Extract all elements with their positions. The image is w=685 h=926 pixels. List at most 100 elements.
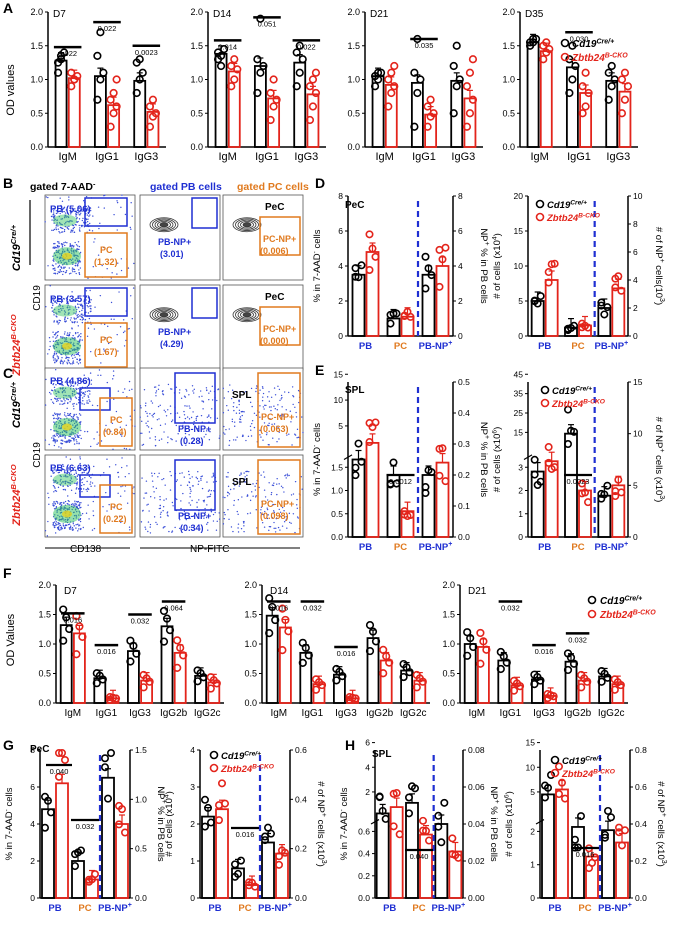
data-point-ctrl <box>571 61 580 71</box>
flow-event <box>185 518 187 521</box>
flow-event <box>52 217 55 219</box>
flow-event <box>78 245 81 248</box>
flow-event <box>77 353 79 356</box>
flow-event <box>89 301 91 303</box>
flow-event <box>54 218 56 221</box>
flow-event <box>75 477 77 479</box>
flow-event <box>53 526 56 529</box>
flow-event <box>79 520 82 523</box>
category-label: PB <box>359 341 372 352</box>
data-point-cko <box>317 680 327 690</box>
data-point-cko <box>145 677 154 686</box>
flow-event <box>188 526 191 528</box>
panel-letter-g: G <box>3 737 14 753</box>
flow-event <box>77 530 79 532</box>
flow-event <box>58 380 60 382</box>
flow-event <box>218 437 221 439</box>
flow-event <box>78 229 81 231</box>
flow-event <box>202 401 205 403</box>
flow-event <box>265 404 267 407</box>
flow-event <box>292 513 295 515</box>
legend-cko: Zbtb24B-CKO <box>220 764 275 775</box>
flow-event <box>68 441 71 443</box>
flow-event <box>292 403 294 406</box>
flow-event <box>94 485 96 487</box>
flow-event <box>196 415 199 417</box>
flow-event <box>240 528 243 530</box>
data-point-cko <box>365 265 374 274</box>
flow-event <box>66 472 68 475</box>
flow-event <box>72 437 74 440</box>
flow-event <box>60 309 63 311</box>
gate-label-pb-np: PB-NP+ <box>158 237 191 247</box>
flow-event <box>127 267 130 269</box>
data-point-ctrl <box>159 637 169 646</box>
data-point-ctrl <box>304 651 313 660</box>
flow-event <box>237 531 240 533</box>
flow-event <box>183 442 186 444</box>
flow-event <box>70 220 72 222</box>
data-point-cko <box>266 88 275 98</box>
flow-event <box>55 469 58 471</box>
y-tick-label: 2.0 <box>38 580 51 590</box>
p-value-label: 0.022 <box>297 42 316 51</box>
flow-event <box>77 316 80 318</box>
data-point-cko <box>577 489 586 498</box>
data-point-cko <box>554 790 563 799</box>
flow-event <box>88 518 90 520</box>
flow-event <box>63 310 66 312</box>
flow-event <box>70 383 72 385</box>
flow-event <box>74 299 77 301</box>
flow-event <box>105 430 107 432</box>
flow-event <box>89 390 91 392</box>
gate-label-pb: PB (6.63) <box>50 463 91 474</box>
flow-event <box>255 509 257 511</box>
flow-event <box>170 438 172 440</box>
y-axis-title-a: OD values <box>5 64 17 116</box>
flow-event <box>81 219 83 222</box>
y-tick-label: 2.0 <box>30 7 43 17</box>
legend-cko: Zbtb24B-CKO <box>551 399 606 410</box>
y-tick-label-right: 0.0 <box>635 893 647 903</box>
flow-event <box>180 507 182 510</box>
flow-event <box>61 403 63 405</box>
flow-event <box>72 416 74 418</box>
category-label: IgG1 <box>255 151 279 163</box>
flow-event <box>193 420 195 423</box>
flow-event <box>110 301 113 304</box>
flow-event <box>75 272 77 275</box>
flow-event <box>207 521 209 524</box>
flow-event <box>159 404 161 407</box>
flow-event <box>154 439 157 441</box>
flow-event <box>301 416 303 418</box>
flow-event <box>69 484 71 486</box>
flow-event <box>70 525 72 527</box>
data-point-cko <box>542 38 551 47</box>
flow-event <box>192 515 195 517</box>
flow-event <box>112 448 114 451</box>
flow-event <box>237 523 240 525</box>
flow-event <box>124 330 126 332</box>
flow-event <box>171 388 173 390</box>
flow-event <box>52 336 54 338</box>
data-point-cko <box>379 645 388 655</box>
data-point-ctrl <box>193 666 202 675</box>
flow-event <box>72 268 75 270</box>
flow-event <box>146 425 148 427</box>
flow-event <box>71 363 73 365</box>
data-point-cko <box>230 75 239 84</box>
flow-event <box>286 475 289 477</box>
flow-event <box>233 425 236 427</box>
data-point-ctrl <box>126 636 135 645</box>
y-tick-label: 15 <box>514 427 524 437</box>
flow-event <box>206 496 209 498</box>
data-point-cko <box>448 834 457 843</box>
flow-event <box>222 412 225 414</box>
flow-event <box>75 524 77 526</box>
data-point-ctrl <box>452 41 461 50</box>
flow-event <box>79 214 81 216</box>
flow-event <box>140 521 143 523</box>
y-axis-title: # of cells (x106) <box>492 427 503 493</box>
flow-event <box>65 394 67 397</box>
category-label: PC <box>394 542 407 553</box>
